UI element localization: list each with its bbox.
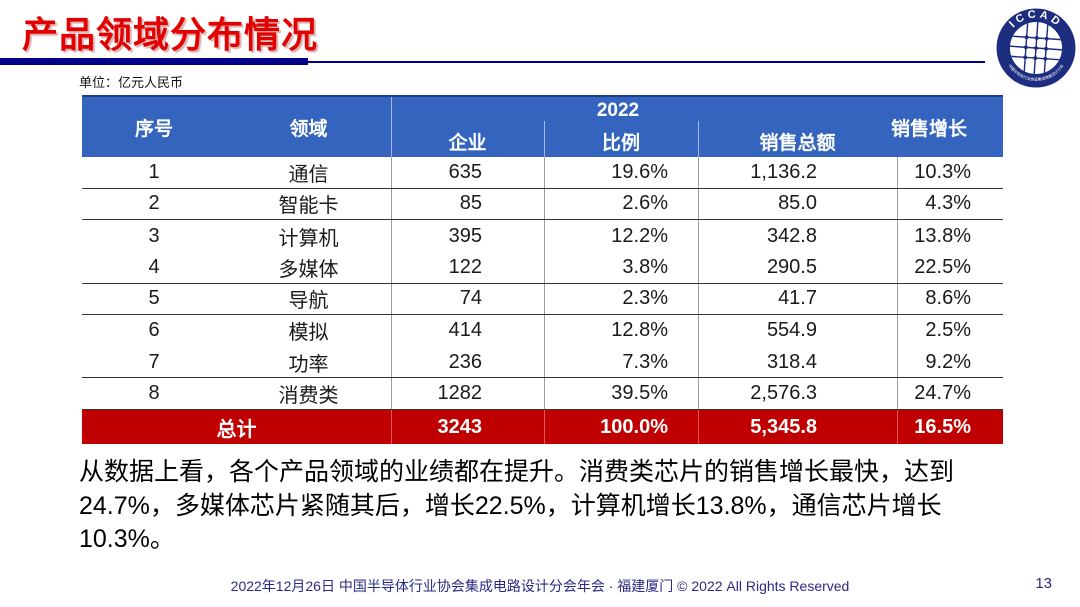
cell-growth: 8.6% <box>897 283 1003 315</box>
cell-no: 6 <box>148 319 160 342</box>
cell-growth: 2.5% <box>897 315 1003 347</box>
header-year: 2022 <box>596 100 640 121</box>
cell-domain: 计算机 <box>278 227 339 250</box>
cell-share: 39.5% <box>544 378 698 409</box>
table-row: 3 计算机 395 12.2% 342.8 13.8% <box>82 220 1003 252</box>
total-companies: 3243 <box>391 410 544 444</box>
cell-share: 19.6% <box>544 157 698 188</box>
cell-sales: 2,576.3 <box>698 378 897 409</box>
header-col-growth: 销售增长 <box>891 118 968 140</box>
table-row: 1 通信 635 19.6% 1,136.2 10.3% <box>82 157 1003 189</box>
page-title: 产品领域分布情况 <box>22 14 319 55</box>
table-row: 6 模拟 414 12.8% 554.9 2.5% <box>82 315 1003 347</box>
cell-growth: 9.2% <box>897 346 1003 378</box>
data-table: 序号 领域 2022 企业 比例 销售总额 销售增长 1 通信 635 19.6… <box>82 95 1003 444</box>
cell-companies: 414 <box>391 315 544 347</box>
cell-companies: 122 <box>391 251 544 283</box>
table-row: 2 智能卡 85 2.6% 85.0 4.3% <box>82 188 1003 221</box>
cell-no: 5 <box>148 287 160 310</box>
cell-domain: 多媒体 <box>278 258 339 281</box>
cell-domain: 功率 <box>288 353 329 376</box>
paragraph-line: 10.3%。 <box>79 525 175 553</box>
cell-companies: 85 <box>391 188 544 220</box>
cell-domain: 通信 <box>288 163 329 186</box>
total-sales: 5,345.8 <box>698 410 897 444</box>
cell-companies: 236 <box>391 346 544 378</box>
cell-sales: 554.9 <box>698 315 897 347</box>
header-divider <box>391 97 392 157</box>
cell-sales: 318.4 <box>698 346 897 378</box>
cell-no: 8 <box>148 382 160 405</box>
unit-label: 单位：亿元人民币 <box>79 75 184 90</box>
cell-companies: 635 <box>391 157 544 188</box>
header-col-domain: 领域 <box>289 118 328 140</box>
header-divider <box>544 121 545 157</box>
header-divider <box>698 121 699 157</box>
header-col-sales: 销售总额 <box>759 132 836 154</box>
cell-growth: 4.3% <box>897 188 1003 220</box>
table-row: 5 导航 74 2.3% 41.7 8.6% <box>82 283 1003 316</box>
paragraph-line: 从数据上看，各个产品领域的业绩都在提升。消费类芯片的销售增长最快，达到 <box>79 458 955 486</box>
cell-growth: 22.5% <box>897 251 1003 283</box>
cell-share: 12.8% <box>544 315 698 347</box>
cell-share: 7.3% <box>544 346 698 378</box>
table-total-row: 总计 3243 100.0% 5,345.8 16.5% <box>82 410 1003 444</box>
cell-sales: 85.0 <box>698 188 897 220</box>
page-number: 13 <box>1035 575 1052 592</box>
cell-growth: 24.7% <box>897 378 1003 409</box>
header-col-share: 比例 <box>601 132 640 154</box>
cell-domain: 模拟 <box>288 322 329 345</box>
table-header: 序号 领域 2022 企业 比例 销售总额 销售增长 <box>82 95 1003 157</box>
cell-share: 3.8% <box>544 251 698 283</box>
table-row: 8 消费类 1282 39.5% 2,576.3 24.7% <box>82 378 1003 410</box>
title-divider-thin <box>308 61 985 63</box>
cell-share: 12.2% <box>544 220 698 252</box>
cell-share: 2.6% <box>544 188 698 220</box>
cell-no: 4 <box>148 255 160 278</box>
cell-sales: 41.7 <box>698 283 897 315</box>
cell-domain: 导航 <box>288 290 329 313</box>
header-col-companies: 企业 <box>448 132 487 154</box>
cell-sales: 342.8 <box>698 220 897 252</box>
cell-sales: 290.5 <box>698 251 897 283</box>
cell-companies: 74 <box>391 283 544 315</box>
cell-no: 1 <box>148 160 160 183</box>
cell-share: 2.3% <box>544 283 698 315</box>
analysis-paragraph: 从数据上看，各个产品领域的业绩都在提升。消费类芯片的销售增长最快，达到 24.7… <box>79 456 1029 557</box>
paragraph-line: 24.7%，多媒体芯片紧随其后，增长22.5%，计算机增长13.8%，通信芯片增… <box>79 491 942 520</box>
title-divider-thick <box>0 58 308 65</box>
iccad-logo: ICCAD 中国半导体行业协会集成电路设计分会 <box>994 6 1078 90</box>
cell-growth: 13.8% <box>897 220 1003 252</box>
cell-domain: 消费类 <box>278 385 339 408</box>
total-label: 总计 <box>216 418 257 441</box>
logo-grid <box>1008 20 1064 76</box>
table-row: 4 多媒体 122 3.8% 290.5 22.5% <box>82 251 1003 284</box>
cell-companies: 1282 <box>391 378 544 409</box>
total-growth: 16.5% <box>897 410 1003 444</box>
cell-no: 3 <box>148 224 160 247</box>
table-row: 7 功率 236 7.3% 318.4 9.2% <box>82 346 1003 379</box>
total-share: 100.0% <box>544 410 698 444</box>
cell-no: 7 <box>148 350 160 373</box>
cell-growth: 10.3% <box>897 157 1003 188</box>
footer-credit: 2022年12月26日 中国半导体行业协会集成电路设计分会年会 · 福建厦门 ©… <box>230 578 850 594</box>
cell-domain: 智能卡 <box>278 195 339 218</box>
cell-sales: 1,136.2 <box>698 157 897 188</box>
header-col-no: 序号 <box>134 118 173 140</box>
cell-companies: 395 <box>391 220 544 252</box>
cell-no: 2 <box>148 192 160 215</box>
